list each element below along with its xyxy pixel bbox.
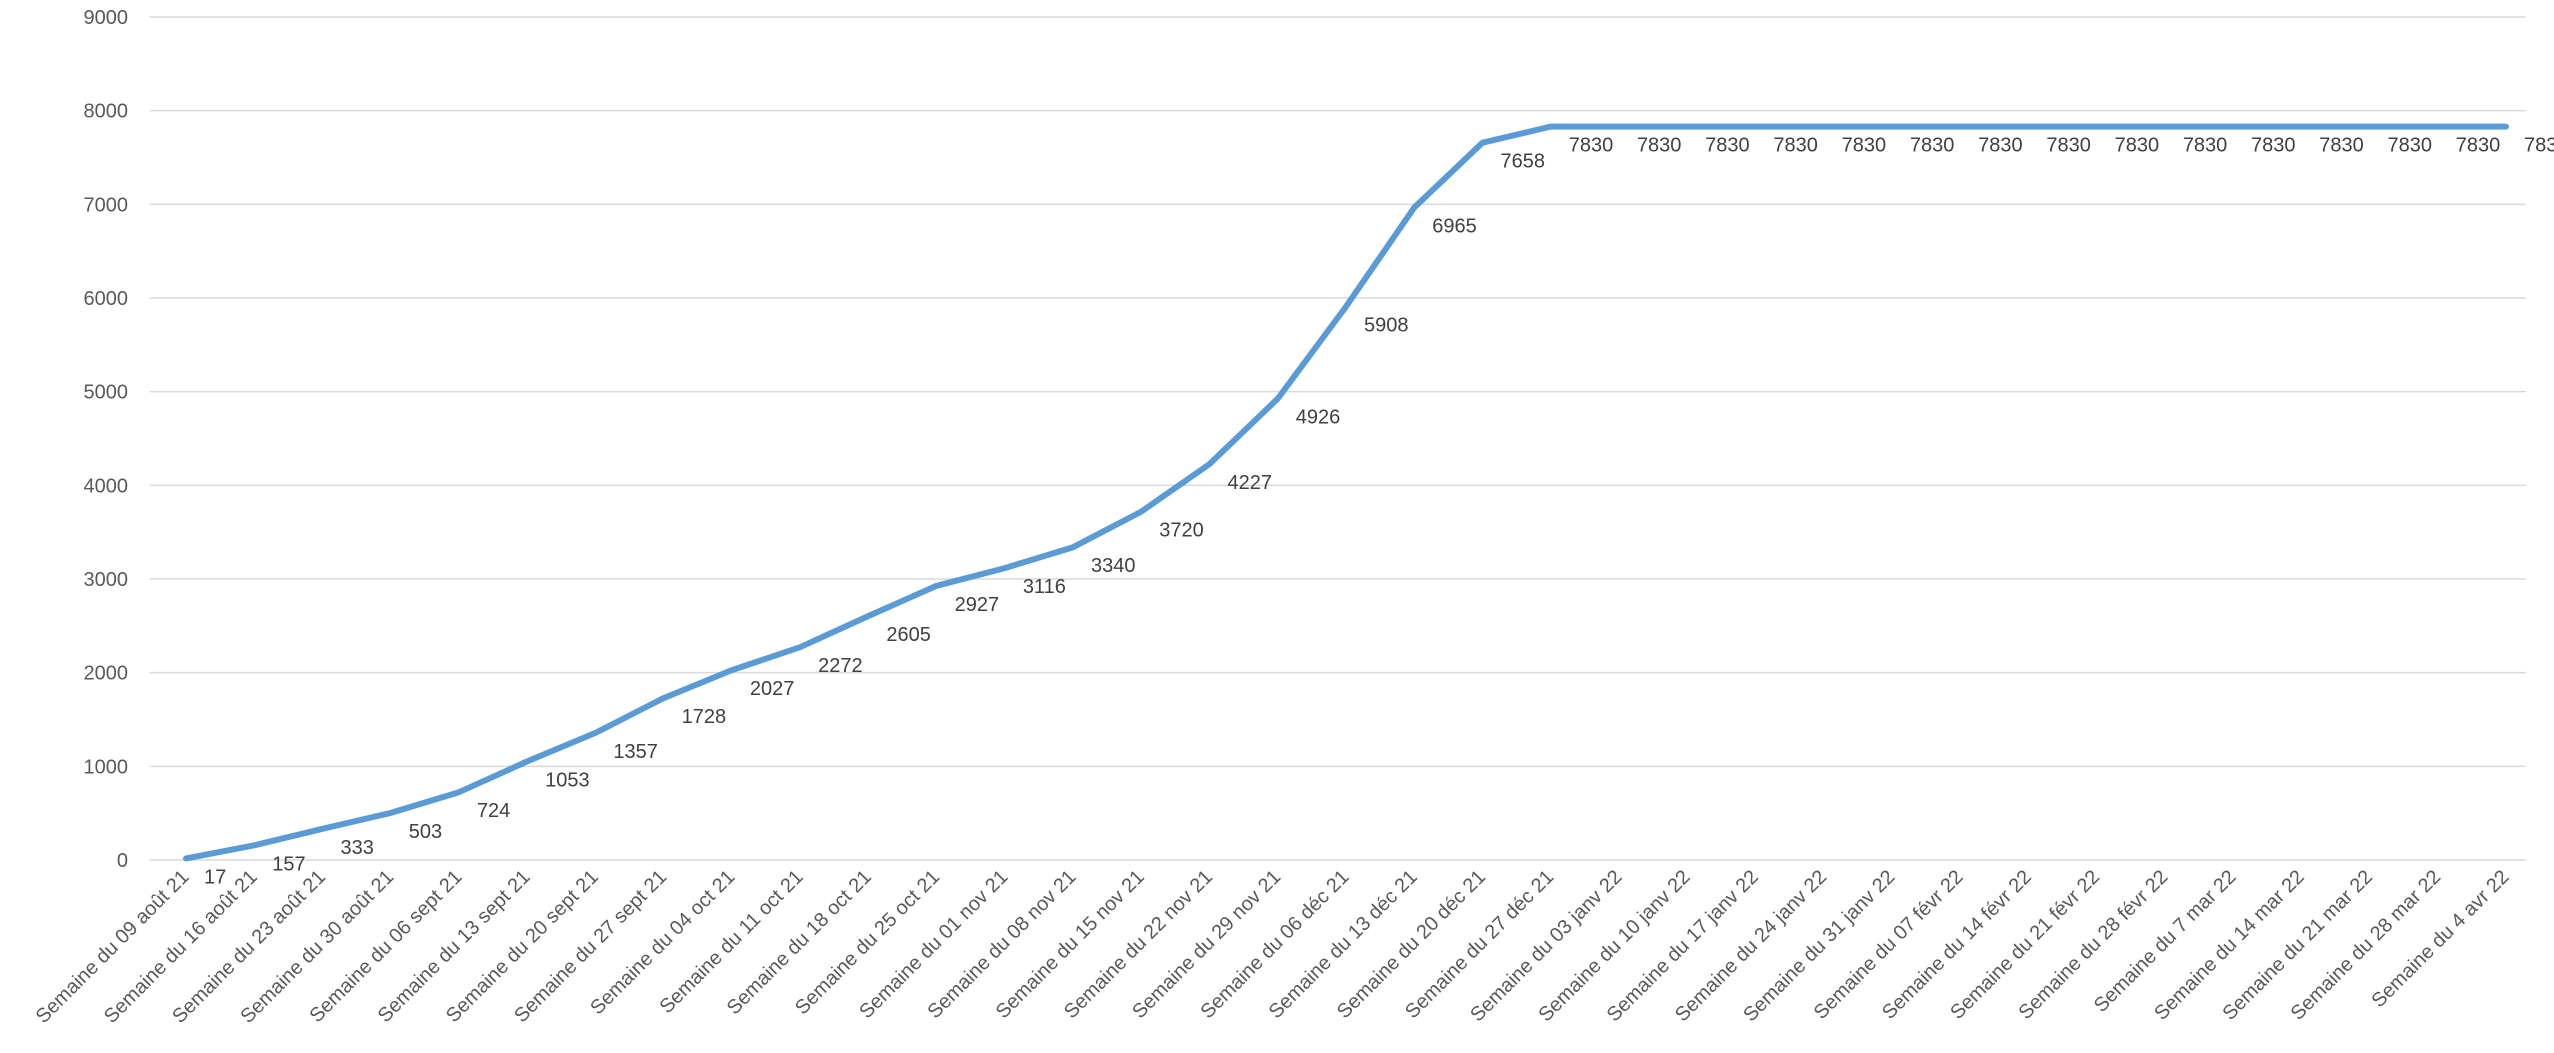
data-label: 2272 (818, 655, 863, 677)
data-label: 2027 (750, 678, 795, 700)
data-label: 7830 (2046, 135, 2091, 157)
data-label: 3720 (1159, 520, 1204, 542)
data-label: 7830 (1705, 135, 1750, 157)
data-label: 2605 (886, 624, 931, 646)
data-label: 7830 (1978, 135, 2023, 157)
data-label: 1357 (613, 741, 658, 763)
y-tick-label: 0 (117, 850, 128, 872)
data-label: 724 (477, 800, 510, 822)
gridlines (150, 16, 2526, 861)
data-label: 7830 (1773, 135, 1818, 157)
data-label: 7830 (2183, 135, 2228, 157)
data-label: 3340 (1091, 555, 1136, 577)
data-label: 157 (272, 853, 305, 875)
data-label: 1728 (682, 706, 727, 728)
data-label: 1053 (545, 769, 590, 791)
data-label: 4227 (1228, 472, 1273, 494)
data-label: 7830 (2115, 135, 2160, 157)
data-label: 5908 (1364, 315, 1409, 337)
y-tick-label: 6000 (84, 288, 129, 310)
data-label: 7658 (1500, 151, 1545, 173)
y-axis-tick-labels: 0 1000 2000 3000 4000 5000 6000 7000 8000 9000 (84, 7, 129, 872)
data-label: 7830 (2524, 135, 2554, 157)
data-label: 7830 (1842, 135, 1887, 157)
data-label: 7830 (1910, 135, 1955, 157)
data-label: 7830 (2251, 135, 2296, 157)
data-labels: 17 157 333 503 724 1053 1357 1728 2027 2272 2605 29… (204, 135, 2554, 889)
data-label: 7830 (2456, 135, 2501, 157)
y-tick-label: 4000 (84, 475, 129, 497)
y-tick-label: 1000 (84, 756, 129, 778)
data-label: 7830 (2319, 135, 2364, 157)
y-tick-label: 8000 (84, 101, 129, 123)
y-tick-label: 3000 (84, 569, 129, 591)
series-line (183, 123, 2509, 862)
data-label: 503 (409, 821, 442, 843)
data-label: 17 (204, 866, 226, 888)
data-label: 3116 (1023, 576, 1066, 598)
data-label: 333 (340, 837, 373, 859)
data-label: 7830 (1637, 135, 1682, 157)
x-tick-label: Semaine du 4 avr 22 (2367, 866, 2513, 1012)
data-label: 2927 (955, 594, 1000, 616)
data-label: 7830 (1569, 135, 1614, 157)
y-tick-label: 2000 (84, 663, 129, 685)
y-tick-label: 7000 (84, 194, 129, 216)
data-label: 7830 (2388, 135, 2433, 157)
data-label: 6965 (1432, 216, 1477, 238)
series-group (183, 123, 2509, 862)
y-tick-label: 9000 (84, 7, 129, 29)
data-label: 4926 (1296, 407, 1341, 429)
y-tick-label: 5000 (84, 382, 129, 404)
